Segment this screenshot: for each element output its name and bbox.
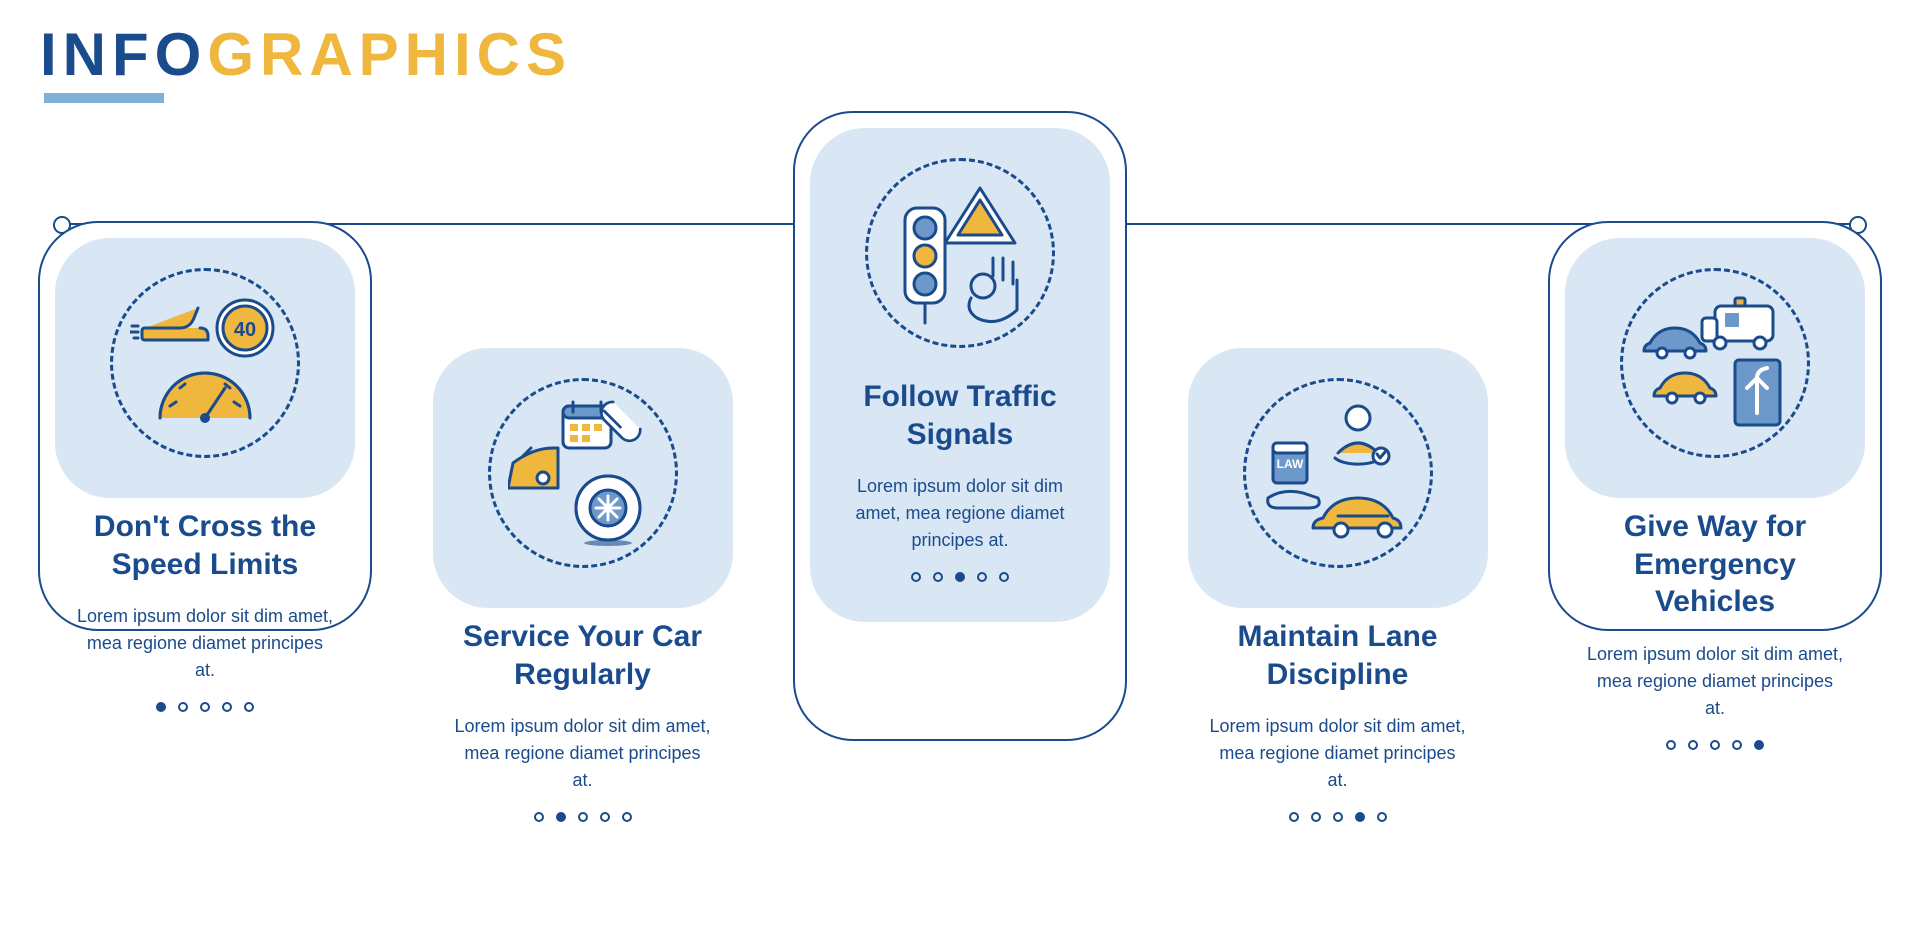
dot [200,702,210,712]
card-service-car: Service Your Car Regularly Lorem ipsum d… [418,333,748,822]
dot [222,702,232,712]
dots [911,572,1009,582]
lane-discipline-icon: LAW [1243,378,1433,568]
traffic-signals-icon [865,158,1055,348]
dot [999,572,1009,582]
dot [911,572,921,582]
card-body: Lorem ipsum dolor sit dim amet, mea regi… [840,473,1080,554]
card-lane-discipline: LAW Maintain Lane Discipline Lor [1173,333,1503,822]
svg-text:LAW: LAW [1276,457,1303,471]
dot [1688,740,1698,750]
dots [1289,812,1387,822]
header-title-part2: GRAPHICS [207,20,572,89]
dot [1732,740,1742,750]
dot [578,812,588,822]
dot [1666,740,1676,750]
emergency-vehicles-icon [1620,268,1810,458]
dot [1355,812,1365,822]
service-car-icon [488,378,678,568]
card-panel: LAW [1188,348,1488,608]
dot [1289,812,1299,822]
header-title: INFOGRAPHICS [40,20,1880,89]
dot [156,702,166,712]
dot [622,812,632,822]
card-body: Lorem ipsum dolor sit dim amet, mea regi… [1208,713,1468,794]
card-content: Give Way for Emergency Vehicles Lorem ip… [1550,498,1880,750]
dot [600,812,610,822]
svg-text:40: 40 [234,319,256,341]
card-panel [433,348,733,608]
card-title: Don't Cross the Speed Limits [65,508,345,583]
infographic-stage: 40 Don't Cross the Speed Limits [40,113,1880,933]
card-title: Follow Traffic Signals [830,378,1090,453]
dot [1377,812,1387,822]
card-panel: 40 [55,238,355,498]
cards-row: 40 Don't Cross the Speed Limits [40,113,1880,822]
header-title-part1: INFO [40,20,207,89]
card-speed-limits: 40 Don't Cross the Speed Limits [40,223,370,822]
header-underline [44,93,164,103]
dot [933,572,943,582]
card-title: Maintain Lane Discipline [1198,618,1478,693]
dot [1710,740,1720,750]
card-panel: Follow Traffic Signals Lorem ipsum dolor… [810,128,1110,622]
dots [534,812,632,822]
card-title: Give Way for Emergency Vehicles [1575,508,1855,621]
dot [178,702,188,712]
dot [977,572,987,582]
dot [955,572,965,582]
card-title: Service Your Car Regularly [443,618,723,693]
card-traffic-signals: Follow Traffic Signals Lorem ipsum dolor… [795,113,1125,822]
dot [244,702,254,712]
dots [1666,740,1764,750]
card-content: Service Your Car Regularly Lorem ipsum d… [418,608,748,822]
dot [556,812,566,822]
dot [1333,812,1343,822]
dot [534,812,544,822]
card-body: Lorem ipsum dolor sit dim amet, mea regi… [75,603,335,684]
speed-limit-icon: 40 [110,268,300,458]
header: INFOGRAPHICS [40,20,1880,103]
card-body: Lorem ipsum dolor sit dim amet, mea regi… [1585,641,1845,722]
card-body: Lorem ipsum dolor sit dim amet, mea regi… [453,713,713,794]
card-emergency-vehicles: Give Way for Emergency Vehicles Lorem ip… [1550,223,1880,822]
dot [1754,740,1764,750]
dot [1311,812,1321,822]
card-content: Maintain Lane Discipline Lorem ipsum dol… [1173,608,1503,822]
card-content: Don't Cross the Speed Limits Lorem ipsum… [40,498,370,712]
card-panel [1565,238,1865,498]
dots [156,702,254,712]
